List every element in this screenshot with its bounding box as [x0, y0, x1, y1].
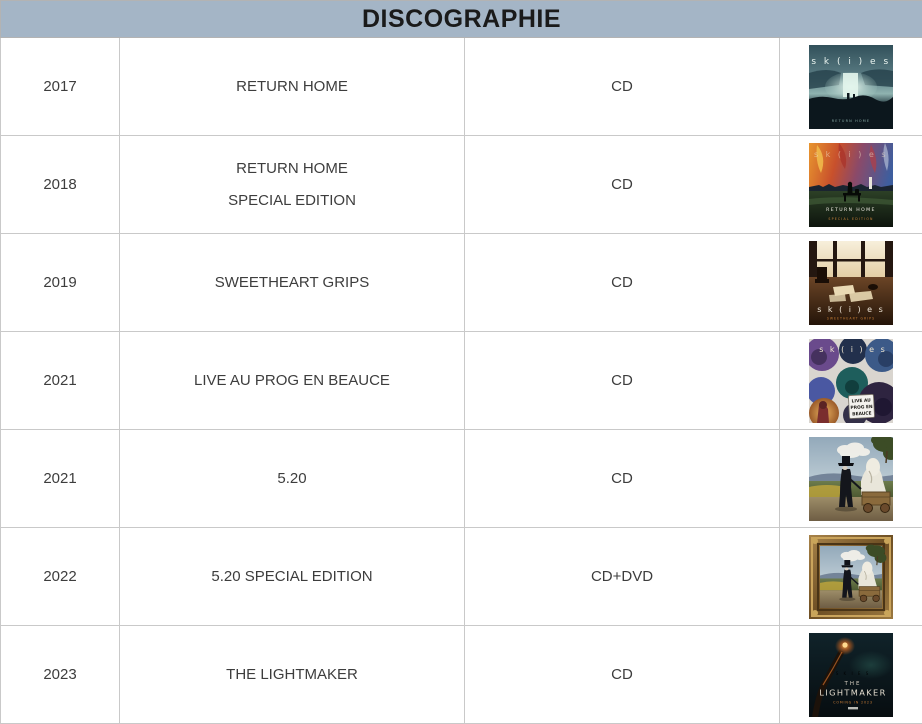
title-cell: 5.20 SPECIAL EDITION: [120, 528, 465, 626]
table-row: 2021 5.20 CD: [1, 430, 922, 528]
album-title: RETURN HOME: [120, 78, 464, 95]
cover-cell: [780, 430, 922, 528]
format-cell: CD: [465, 626, 780, 724]
year-cell: 2017: [1, 38, 120, 136]
album-title: 5.20 SPECIAL EDITION: [120, 568, 464, 585]
cover-cell: S K I E S THE LIGHTMAKER COMING IN 2023: [780, 626, 922, 724]
title-cell: RETURN HOME SPECIAL EDITION: [120, 136, 465, 234]
cover-badge-line1: LIVE AU: [851, 397, 871, 404]
format-cell: CD: [465, 234, 780, 332]
table-row: 2022 5.20 SPECIAL EDITION CD+DVD: [1, 528, 922, 626]
year-cell: 2021: [1, 430, 120, 528]
format-cell: CD: [465, 332, 780, 430]
cover-band-name: s k ( i ) e s: [814, 150, 888, 159]
cover-band-name: S K I E S: [836, 671, 871, 676]
title-cell: 5.20: [120, 430, 465, 528]
cover-cell: s k ( i ) e s RETURN HOME SPECIAL EDITIO…: [780, 136, 922, 234]
cover-band-name: s k ( i ) e s: [817, 305, 885, 314]
cover-cell: s k ( i ) e s LIVE AU PROG EN BEAUCE: [780, 332, 922, 430]
year-cell: 2022: [1, 528, 120, 626]
five-twenty-special-edition-album-cover: [809, 535, 893, 619]
five-twenty-album-cover: [809, 437, 893, 521]
album-title-line2: SPECIAL EDITION: [120, 192, 464, 209]
live-au-prog-en-beauce-album-cover: s k ( i ) e s LIVE AU PROG EN BEAUCE: [809, 339, 893, 423]
table-row: 2017 RETURN HOME CD: [1, 38, 922, 136]
format-cell: CD+DVD: [465, 528, 780, 626]
album-title: SWEETHEART GRIPS: [120, 274, 464, 291]
cover-title: LIGHTMAKER: [819, 687, 886, 697]
cover-subtitle: SPECIAL EDITION: [828, 217, 873, 221]
album-title: RETURN HOME: [120, 160, 464, 177]
cover-badge-line2: PROG EN: [850, 403, 873, 410]
title-cell: RETURN HOME: [120, 38, 465, 136]
title-cell: SWEETHEART GRIPS: [120, 234, 465, 332]
cover-badge-line3: BEAUCE: [852, 410, 872, 417]
year-cell: 2019: [1, 234, 120, 332]
album-title: LIVE AU PROG EN BEAUCE: [120, 372, 464, 389]
return-home-album-cover: s k ( i ) e s RETURN HOME: [809, 45, 893, 129]
the-lightmaker-album-cover: S K I E S THE LIGHTMAKER COMING IN 2023: [809, 633, 893, 717]
format-cell: CD: [465, 430, 780, 528]
sweetheart-grips-album-cover: s k ( i ) e s SWEETHEART GRIPS: [809, 241, 893, 325]
cover-the-label: THE: [844, 681, 862, 687]
return-home-special-edition-album-cover: s k ( i ) e s RETURN HOME SPECIAL EDITIO…: [809, 143, 893, 227]
cover-band-name: s k ( i ) e s: [819, 345, 887, 354]
cover-title: RETURN HOME: [832, 119, 871, 123]
page-title: DISCOGRAPHIE: [1, 1, 922, 38]
cover-cell: s k ( i ) e s RETURN HOME: [780, 38, 922, 136]
year-cell: 2023: [1, 626, 120, 724]
cover-cell: s k ( i ) e s SWEETHEART GRIPS: [780, 234, 922, 332]
title-cell: THE LIGHTMAKER: [120, 626, 465, 724]
year-cell: 2018: [1, 136, 120, 234]
format-cell: CD: [465, 38, 780, 136]
table-row: 2018 RETURN HOME SPECIAL EDITION CD: [1, 136, 922, 234]
table-row: 2023 THE LIGHTMAKER CD: [1, 626, 922, 724]
table-row: 2021 LIVE AU PROG EN BEAUCE CD: [1, 332, 922, 430]
year-cell: 2021: [1, 332, 120, 430]
cover-cell: [780, 528, 922, 626]
album-title: 5.20: [120, 470, 464, 487]
cover-band-name: s k ( i ) e s: [811, 57, 890, 67]
table-row: 2019 SWEETHEART GRIPS CD: [1, 234, 922, 332]
format-cell: CD: [465, 136, 780, 234]
album-title: THE LIGHTMAKER: [120, 666, 464, 683]
cover-title: SWEETHEART GRIPS: [827, 316, 875, 320]
title-cell: LIVE AU PROG EN BEAUCE: [120, 332, 465, 430]
cover-subtitle: COMING IN 2023: [833, 700, 873, 704]
cover-title: RETURN HOME: [826, 207, 876, 213]
